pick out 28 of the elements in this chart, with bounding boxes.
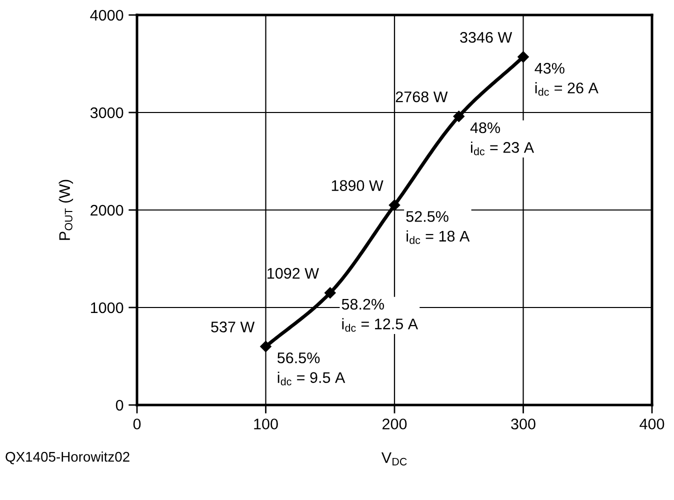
point [453,110,464,122]
x-tick-label: 0 [133,418,141,430]
y-tick-label: 2000 [90,204,124,216]
annotation: 52.5% i$_{dc}$ = 18 A [406,211,470,244]
x-axis-title: V$_{DC}$ [381,452,407,466]
point [260,340,272,352]
y-axis-title: P$_{OUT}$ (W) [58,180,74,240]
annotation: 48% i$_{dc}$ = 23 A [470,122,534,156]
annotation: 58.2% i$_{dc}$ = 12.5 A [342,298,418,332]
y-tick-label: 3000 [90,107,124,118]
x-tick-label: 300 [511,418,536,430]
annotation: 3346 W [460,32,512,43]
x-tick-label: 100 [254,418,278,430]
y-tick-label: 1000 [90,302,124,314]
x-tick-label: 400 [640,418,664,430]
y-tick-label: 4000 [90,10,124,21]
point [324,287,336,298]
annotation: 2768 W [396,91,448,102]
text: QX1405-Horowitz02 [6,452,130,464]
annotation: 56.5% i$_{dc}$ = 9.5 A [277,352,346,386]
y-tick-label: 0 [116,400,124,411]
point [518,51,529,63]
annotation: 1092 W [268,268,319,279]
annotation: 1890 W [332,180,384,191]
annotation: 43% i$_{dc}$ = 26 A [534,62,598,96]
x-tick-label: 200 [382,418,407,430]
annotation: 537 W [211,322,255,332]
point [388,200,400,211]
